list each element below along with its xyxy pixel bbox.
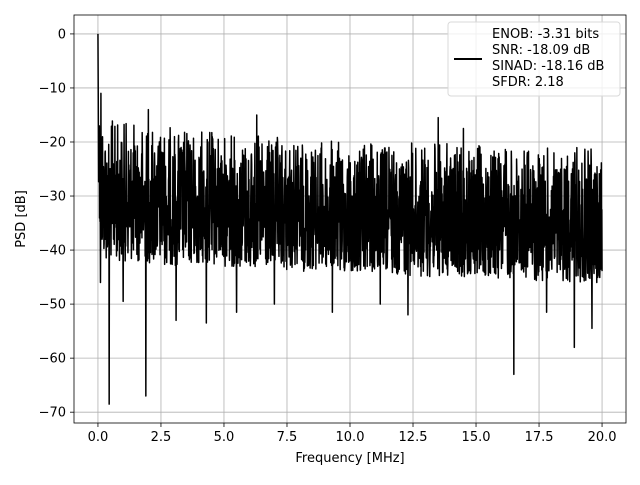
- x-tick-label: 12.5: [399, 430, 428, 445]
- y-tick-label: −70: [39, 406, 66, 421]
- y-tick-label: −20: [39, 135, 66, 150]
- x-tick-label: 5.0: [214, 430, 235, 445]
- legend-box: [447, 21, 621, 97]
- legend-entry-line: SNR: -18.09 dB: [492, 43, 590, 58]
- legend-entry-line: ENOB: -3.31 bits: [492, 27, 599, 42]
- y-tick-label: −40: [39, 244, 66, 259]
- x-tick-label: 2.5: [151, 430, 172, 445]
- x-tick-label: 0.0: [88, 430, 109, 445]
- x-tick-label: 20.0: [588, 430, 617, 445]
- y-tick-label: −30: [39, 190, 66, 205]
- y-tick-label: 0: [58, 27, 66, 42]
- y-tick-label: −10: [39, 81, 66, 96]
- x-tick-label: 17.5: [525, 430, 554, 445]
- x-tick-label: 7.5: [277, 430, 298, 445]
- psd-series-line: [97, 33, 603, 405]
- y-axis-label: PSD [dB]: [14, 190, 29, 248]
- x-axis-label: Frequency [MHz]: [295, 451, 404, 466]
- data-layer: [97, 33, 603, 405]
- y-tick-label: −50: [39, 298, 66, 313]
- legend-entry-line: SFDR: 2.18: [492, 75, 564, 90]
- tick-layer: 0.0 2.5 5.0 7.5 10.0 12.5 15.0 17.5 20.0 0 −10 −20 −…: [39, 27, 617, 445]
- x-tick-label: 10.0: [336, 430, 365, 445]
- y-tick-label: −60: [39, 352, 66, 367]
- legend-entry-line: SINAD: -18.16 dB: [492, 59, 604, 74]
- x-tick-label: 15.0: [462, 430, 491, 445]
